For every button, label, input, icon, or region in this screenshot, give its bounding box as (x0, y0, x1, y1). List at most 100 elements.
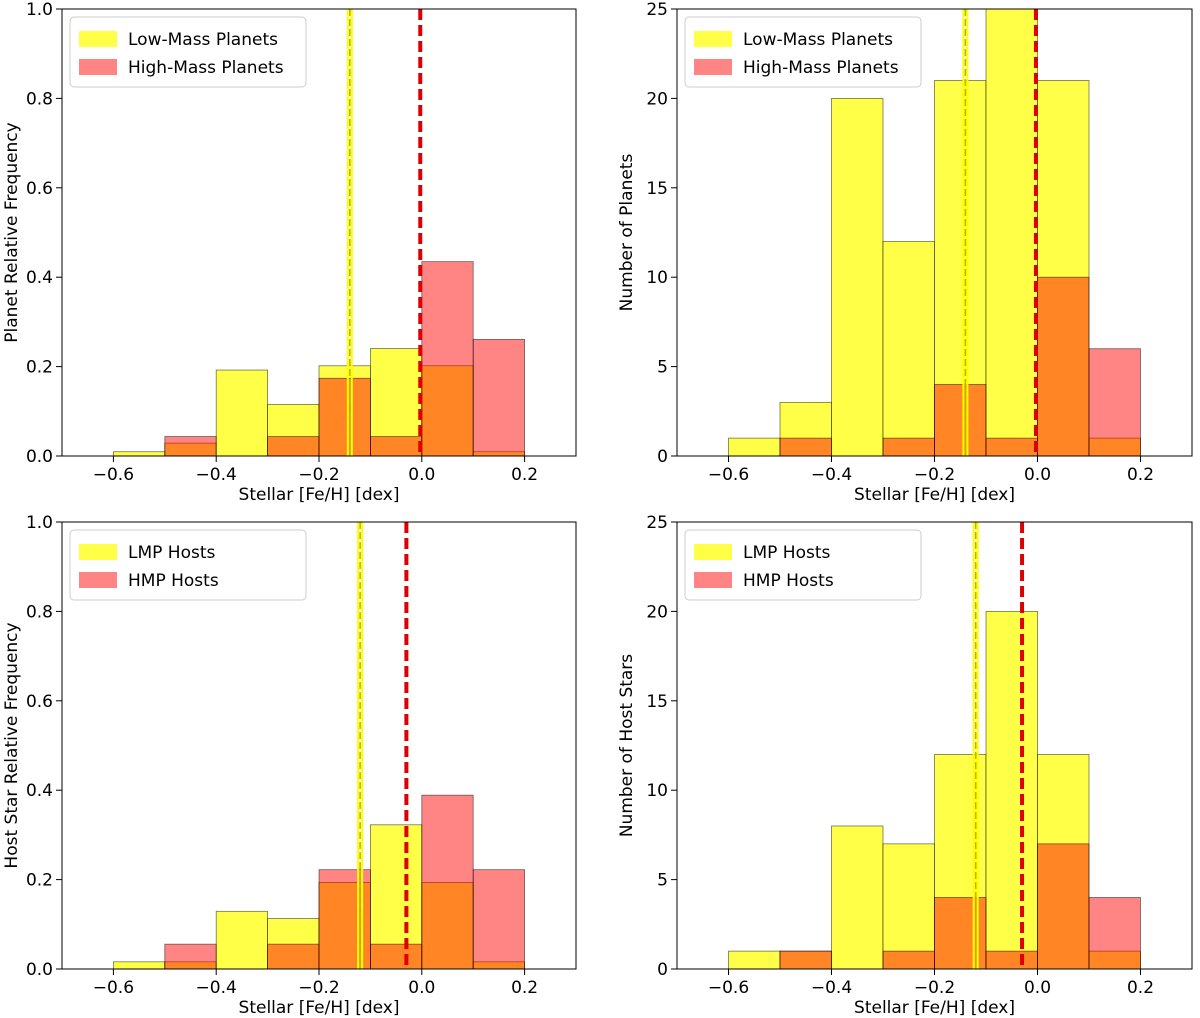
legend-label: HMP Hosts (743, 571, 834, 591)
high-series-bar (164, 943, 217, 970)
panel-planet-relative-frequency: −0.6 −0.4 −0.2 0.0 0.2 0.0 0.2 0.4 0.6 0.8 1.0 Stel… (2, 0, 577, 505)
x-tick-label: 0.2 (1127, 465, 1154, 485)
y-tick-label: 0.8 (26, 602, 53, 622)
y-tick-label: 0.0 (26, 447, 53, 467)
panel-number-of-planets: −0.6 −0.4 −0.2 0.0 0.2 0 5 10 15 20 25 Stellar [Fe/… (617, 0, 1193, 505)
y-axis-label: Number of Planets (617, 154, 637, 312)
y-tick-label: 0.2 (26, 871, 53, 891)
low-series-bar (728, 950, 781, 970)
legend-swatch-low (694, 544, 732, 560)
y-tick-label: 0.4 (26, 268, 53, 288)
high-series-bar (985, 437, 1038, 457)
low-series-bar (985, 8, 1038, 457)
high-series-bar (369, 943, 423, 970)
x-tick-label: 0.2 (511, 465, 538, 485)
legend-swatch-high (79, 59, 117, 75)
x-tick-label: −0.2 (298, 978, 339, 998)
low-series-bar (421, 882, 474, 970)
legend-box (684, 529, 922, 601)
panel-number-of-host-stars: −0.6 −0.4 −0.2 0.0 0.2 0 5 10 15 20 25 Stellar [Fe/… (617, 513, 1193, 1018)
high-series-bar (472, 338, 526, 457)
low-series-bar (934, 80, 987, 457)
x-tick-label: 0.2 (511, 978, 538, 998)
high-series-bar (267, 436, 320, 457)
x-tick-label: −0.4 (196, 978, 237, 998)
x-tick-label: 0.2 (1127, 978, 1154, 998)
low-series-bar (113, 961, 166, 970)
low-series-bar (113, 451, 166, 457)
low-series-bars (728, 8, 1141, 457)
x-axis-label: Stellar [Fe/H] [dex] (239, 998, 400, 1018)
x-tick-label: 0.0 (408, 465, 435, 485)
low-series-bar (882, 843, 935, 970)
low-series-bar (831, 825, 884, 970)
low-series-bar (728, 437, 781, 457)
high-series-bar (1037, 843, 1090, 970)
y-tick-label: 5 (657, 358, 668, 378)
low-series-bar (1037, 754, 1090, 970)
x-tick-label: −0.6 (708, 465, 749, 485)
y-tick-label: 25 (646, 0, 668, 20)
legend-swatch-high (694, 59, 732, 75)
legend-box (684, 16, 922, 88)
low-series-bar (985, 611, 1038, 970)
y-tick-label: 1.0 (26, 513, 53, 533)
x-axis-label: Stellar [Fe/H] [dex] (239, 485, 400, 505)
legend-label: LMP Hosts (128, 543, 216, 563)
high-series-bar (1088, 897, 1141, 970)
y-tick-label: 1.0 (26, 0, 53, 20)
x-axis-label: Stellar [Fe/H] [dex] (854, 998, 1015, 1018)
low-series-bar (779, 401, 832, 457)
high-series-bar (934, 384, 987, 457)
legend-swatch-low (79, 544, 117, 560)
high-series-bars (164, 794, 526, 970)
high-series-bar (1088, 348, 1141, 457)
legend-label: HMP Hosts (128, 571, 219, 591)
legend: Low-Mass Planets High-Mass Planets (684, 16, 922, 88)
high-series-bar (421, 794, 474, 970)
x-tick-label: −0.4 (196, 465, 237, 485)
x-tick-label: −0.6 (708, 978, 749, 998)
y-tick-label: 0.0 (26, 960, 53, 980)
legend-label: High-Mass Planets (743, 58, 899, 78)
legend-label: LMP Hosts (743, 543, 831, 563)
high-series-bar (472, 869, 526, 970)
y-tick-label: 20 (646, 602, 668, 622)
y-tick-label: 25 (646, 513, 668, 533)
y-tick-label: 20 (646, 89, 668, 109)
legend: Low-Mass Planets High-Mass Planets (69, 16, 307, 88)
legend: LMP Hosts HMP Hosts (69, 529, 307, 601)
high-series-bar (985, 950, 1038, 970)
x-tick-label: −0.2 (298, 465, 339, 485)
legend-label: Low-Mass Planets (128, 30, 278, 50)
x-tick-label: 0.0 (1024, 465, 1051, 485)
high-series-bar (318, 377, 371, 457)
high-series-bar (1037, 276, 1090, 457)
panel-host-star-relative-frequency: −0.6 −0.4 −0.2 0.0 0.2 0.0 0.2 0.4 0.6 0.8 1.0 Stel… (2, 513, 577, 1018)
legend: LMP Hosts HMP Hosts (684, 529, 922, 601)
high-series-bar (421, 261, 474, 457)
x-tick-label: −0.2 (914, 465, 955, 485)
legend-swatch-high (79, 572, 117, 588)
high-series-bar (882, 950, 935, 970)
high-series-bar (882, 437, 935, 457)
low-series-bars (728, 611, 1141, 970)
high-series-bar (779, 950, 832, 970)
legend-swatch-high (694, 572, 732, 588)
y-tick-label: 0 (657, 447, 668, 467)
x-tick-label: −0.6 (93, 978, 134, 998)
x-axis-label: Stellar [Fe/H] [dex] (854, 485, 1015, 505)
legend-box (69, 529, 307, 601)
y-tick-label: 10 (646, 781, 668, 801)
y-tick-label: 0.8 (26, 89, 53, 109)
high-series-bars (164, 261, 526, 457)
high-series-bar (369, 436, 423, 457)
x-tick-label: −0.2 (914, 978, 955, 998)
legend-label: Low-Mass Planets (743, 30, 893, 50)
high-series-bar (267, 943, 320, 970)
y-axis-label: Host Star Relative Frequency (2, 622, 22, 868)
x-tick-label: 0.0 (1024, 978, 1051, 998)
y-tick-label: 0.4 (26, 781, 53, 801)
low-series-bar (215, 369, 268, 457)
